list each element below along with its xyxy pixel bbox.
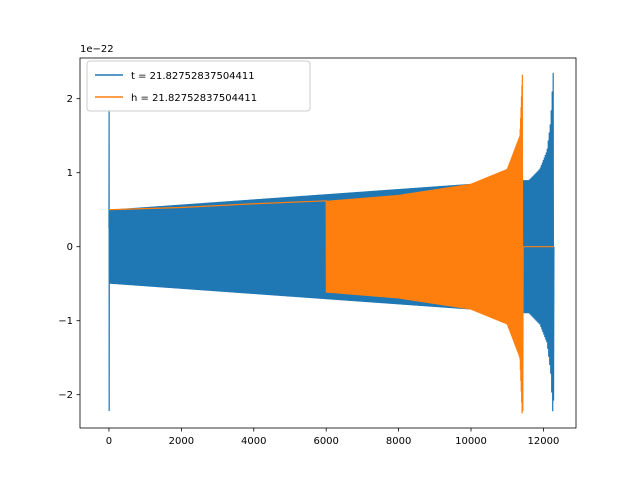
y-tick-label-4: 2 [67, 94, 73, 105]
x-tick-label-10000: 10000 [455, 436, 487, 447]
x-tick-label-6000: 6000 [313, 436, 338, 447]
y-tick-label-2: 0 [67, 242, 73, 253]
y-tick-label-0: −2 [58, 390, 73, 401]
plot-frame [79, 57, 577, 429]
series-layer [108, 72, 555, 414]
y-offset-label: 1e−22 [80, 44, 114, 55]
y-tick-label-1: −1 [58, 316, 73, 327]
axis-layer: 0 2000 4000 6000 8000 10000 12000 −2 −1 0 1 2 [58, 94, 559, 447]
series-line-h [108, 74, 554, 414]
x-tick-label-0: 0 [106, 436, 112, 447]
x-tick-label-12000: 12000 [528, 436, 560, 447]
legend-label-h: h = 21.82752837504411 [131, 93, 257, 104]
x-tick-label-8000: 8000 [386, 436, 411, 447]
x-tick-label-2000: 2000 [169, 436, 194, 447]
x-tick-label-4000: 4000 [241, 436, 266, 447]
legend: t = 21.82752837504411 h = 21.82752837504… [86, 60, 311, 112]
legend-box [86, 60, 311, 112]
legend-label-t: t = 21.82752837504411 [131, 71, 255, 82]
y-tick-label-3: 1 [67, 168, 73, 179]
